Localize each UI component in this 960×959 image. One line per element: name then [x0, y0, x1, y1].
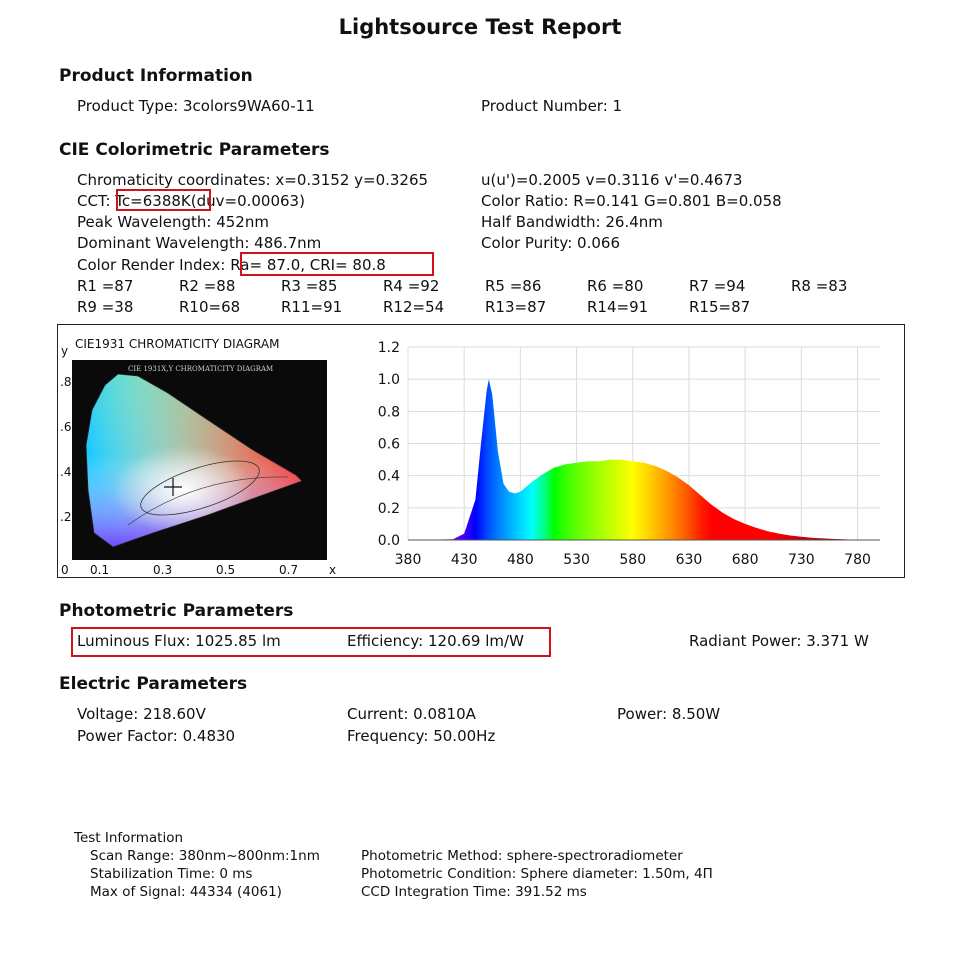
r-value: R9 =38	[77, 298, 134, 316]
product-type: Product Type: 3colors9WA60-11	[77, 97, 315, 115]
x-tick-label: 680	[732, 552, 759, 568]
radiant-power: Radiant Power: 3.371 W	[689, 632, 869, 650]
cie-y-tick: .6	[60, 420, 71, 434]
cie-x-tick: 0.1	[90, 563, 109, 577]
report-title: Lightsource Test Report	[338, 15, 622, 39]
chromaticity-coords: Chromaticity coordinates: x=0.3152 y=0.3…	[77, 171, 429, 189]
y-tick-label: 1.0	[378, 372, 400, 388]
x-tick-label: 630	[676, 552, 703, 568]
half-bandwidth: Half Bandwidth: 26.4nm	[481, 213, 663, 231]
y-tick-label: 0.4	[378, 469, 400, 485]
cie-x-axis-label: x	[329, 563, 336, 577]
cie-inner-title: CIE 1931X,Y CHROMATICITY DIAGRAM	[128, 365, 273, 373]
product-number: Product Number: 1	[481, 97, 623, 115]
x-tick-label: 430	[451, 552, 478, 568]
peak-wavelength: Peak Wavelength: 452nm	[77, 213, 269, 231]
power: Power: 8.50W	[617, 705, 721, 723]
cct-line: CCT: Tc=6388K(duv=0.00063)	[77, 192, 305, 210]
r-value: R6 =80	[587, 277, 644, 295]
cie-heading: CIE Colorimetric Parameters	[59, 140, 330, 160]
max-of-signal: Max of Signal: 44334 (4061)	[90, 884, 282, 900]
power-factor: Power Factor: 0.4830	[77, 727, 236, 745]
spectrum-area	[408, 379, 880, 540]
spectrum-x-ticks: 380 430 480 530 580 630 680 730 780	[395, 552, 871, 568]
planckian-ellipse	[140, 460, 260, 516]
y-tick-label: 0.8	[378, 404, 400, 420]
cri-line: Color Render Index: Ra= 87.0, CRI= 80.8	[77, 256, 386, 274]
cie-y-tick: .8	[60, 375, 71, 389]
cie-diagram-title: CIE1931 CHROMATICITY DIAGRAM	[75, 337, 279, 351]
r-value: R3 =85	[281, 277, 338, 295]
cie-x-tick: 0.3	[153, 563, 172, 577]
stabilization-time: Stabilization Time: 0 ms	[90, 866, 253, 882]
r-value: R4 =92	[383, 277, 440, 295]
spectrum-series	[408, 379, 880, 541]
r-value: R13=87	[485, 298, 547, 316]
cri-label: Color Render Index:	[77, 256, 231, 274]
color-purity: Color Purity: 0.066	[481, 234, 620, 252]
dominant-wavelength: Dominant Wavelength: 486.7nm	[77, 234, 322, 252]
measured-point-marker	[164, 478, 182, 496]
locus-outline	[85, 373, 303, 548]
cct-label: CCT:	[77, 192, 116, 210]
r-value: R7 =94	[689, 277, 746, 295]
voltage: Voltage: 218.60V	[77, 705, 206, 723]
photometric-heading: Photometric Parameters	[59, 601, 294, 621]
r-value: R14=91	[587, 298, 649, 316]
r-value: R1 =87	[77, 277, 134, 295]
x-tick-label: 480	[507, 552, 534, 568]
cct-value: Tc=6388K	[115, 192, 191, 210]
cri-value: Ra= 87.0, CRI= 80.8	[230, 256, 386, 274]
cri-highlight-box	[240, 252, 434, 276]
planckian-locus	[127, 476, 289, 526]
duv-value: (duv=0.00063)	[190, 192, 305, 210]
cie-y-tick: .2	[60, 510, 71, 524]
x-tick-label: 530	[563, 552, 590, 568]
cie-y-tick: .4	[60, 465, 71, 479]
cie-diagram: CIE1931 CHROMATICITY DIAGRAM y CIE 1931X…	[60, 337, 336, 577]
cie-x-tick: 0.5	[216, 563, 235, 577]
cie-x-tick: 0.7	[279, 563, 298, 577]
r-value: R12=54	[383, 298, 445, 316]
r-value: R2 =88	[179, 277, 236, 295]
uv-coords: u(u')=0.2005 v=0.3116 v'=0.4673	[481, 171, 743, 189]
luminous-flux: Luminous Flux: 1025.85 lm	[77, 632, 281, 650]
spectrum-y-ticks: 0.0 0.2 0.4 0.6 0.8 1.0 1.2	[378, 340, 400, 549]
ccd-integration-time: CCD Integration Time: 391.52 ms	[361, 884, 587, 900]
efficiency: Efficiency: 120.69 lm/W	[347, 632, 524, 650]
x-tick-label: 380	[395, 552, 422, 568]
color-ratio: Color Ratio: R=0.141 G=0.801 B=0.058	[481, 192, 782, 210]
cct-highlight-box	[116, 189, 211, 211]
r-value: R15=87	[689, 298, 751, 316]
test-info-heading: Test Information	[74, 830, 184, 846]
x-tick-label: 780	[844, 552, 871, 568]
electric-heading: Electric Parameters	[59, 674, 248, 694]
cie-y-axis-label: y	[61, 344, 68, 358]
photometric-condition: Photometric Condition: Sphere diameter: …	[361, 866, 713, 882]
x-tick-label: 730	[788, 552, 815, 568]
photometric-method: Photometric Method: sphere-spectroradiom…	[361, 848, 683, 864]
y-tick-label: 0.2	[378, 501, 400, 517]
figure-panel: CIE1931 CHROMATICITY DIAGRAM y CIE 1931X…	[57, 324, 905, 578]
x-tick-label: 580	[619, 552, 646, 568]
current: Current: 0.0810A	[347, 705, 476, 723]
scan-range: Scan Range: 380nm~800nm:1nm	[90, 848, 320, 864]
photometric-highlight-box	[71, 627, 551, 657]
r-value: R5 =86	[485, 277, 542, 295]
frequency: Frequency: 50.00Hz	[347, 727, 496, 745]
y-tick-label: 0.6	[378, 437, 400, 453]
r-value: R10=68	[179, 298, 241, 316]
cie-x-tick: 0	[61, 563, 69, 577]
r-value: R8 =83	[791, 277, 848, 295]
product-heading: Product Information	[59, 66, 253, 86]
y-tick-label: 0.0	[378, 533, 400, 549]
y-tick-label: 1.2	[378, 340, 400, 356]
spectrum-chart: 0.0 0.2 0.4 0.6 0.8 1.0 1.2 380 430 480 530 580 630…	[378, 340, 880, 568]
r-value: R11=91	[281, 298, 343, 316]
